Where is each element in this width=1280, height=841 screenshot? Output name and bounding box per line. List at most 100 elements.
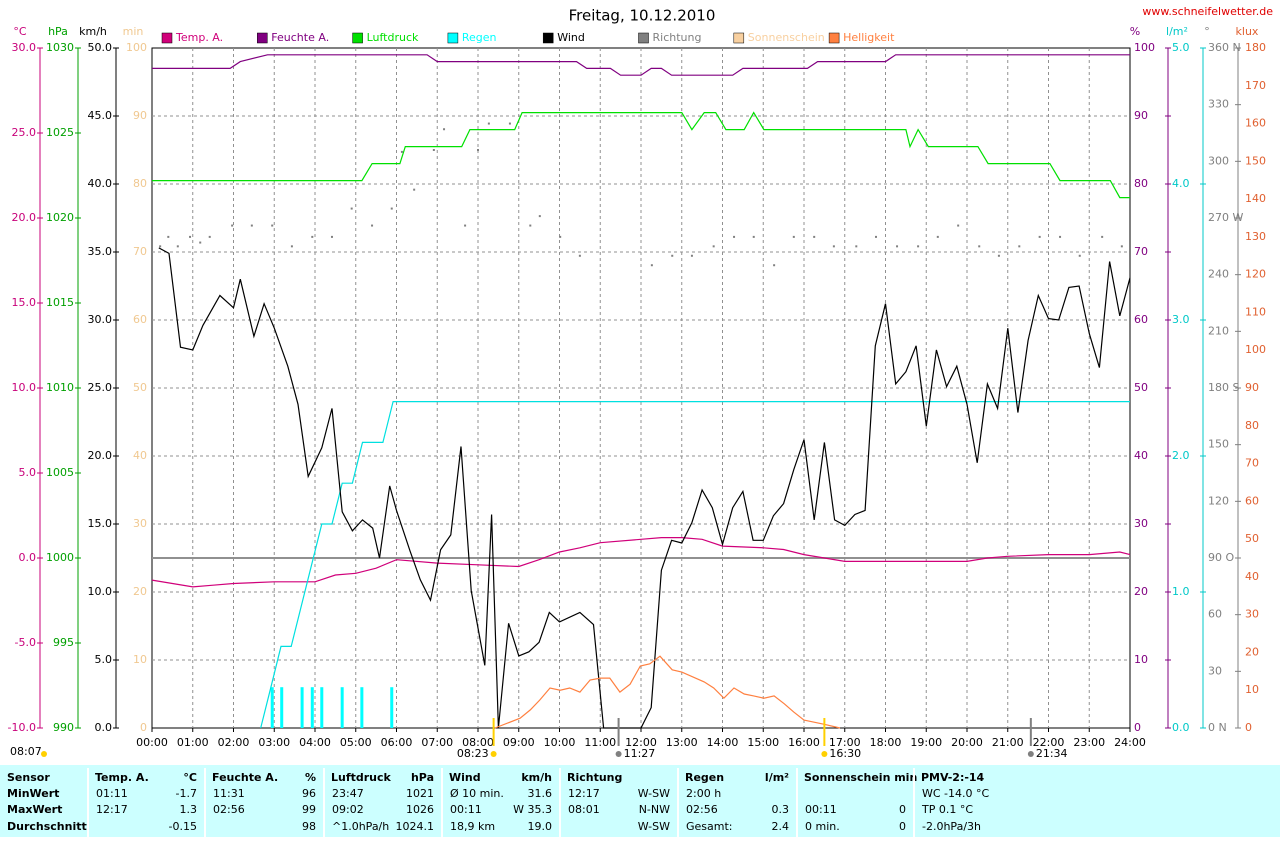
cell-time: -2.0hPa/3h xyxy=(922,820,981,833)
y-tick-label: 110 xyxy=(1245,305,1266,318)
direction-dot xyxy=(1120,245,1123,248)
y-tick-label: 130 xyxy=(1245,230,1266,243)
y-tick-label: 0 xyxy=(140,721,147,734)
cell-value: N-NW xyxy=(639,803,670,816)
cell-value: 31.6 xyxy=(528,787,553,800)
column-title: Sensor xyxy=(7,771,50,784)
column-unit: l/m² xyxy=(765,771,789,784)
axis-unit: km/h xyxy=(79,25,107,38)
series-line xyxy=(158,247,1131,729)
cell-value: 19.0 xyxy=(528,820,553,833)
x-tick-label: 02:00 xyxy=(218,736,250,749)
legend-swatch xyxy=(542,32,554,44)
direction-dot xyxy=(189,235,192,238)
y-tick-label: 120 xyxy=(1208,494,1229,507)
legend-swatch xyxy=(733,32,745,44)
y-tick-label: 20 xyxy=(1245,645,1259,658)
rain-bar xyxy=(360,687,364,728)
column-unit: % xyxy=(305,771,316,784)
direction-dot xyxy=(432,149,435,151)
axis-unit: klux xyxy=(1236,25,1259,38)
cell-value: 0 xyxy=(899,820,906,833)
direction-dot xyxy=(290,245,293,248)
column-title: Regen xyxy=(685,771,724,784)
y-tick-label: 30 xyxy=(1208,664,1222,677)
rain-bar xyxy=(270,687,274,728)
y-tick-label: 70 xyxy=(1134,245,1148,258)
y-tick-label: 20 xyxy=(133,585,147,598)
cell-time: 09:02 xyxy=(332,803,364,816)
direction-dot xyxy=(413,188,416,191)
y-tick-label: 5.0 xyxy=(95,653,113,666)
row-label: MaxWert xyxy=(7,803,62,816)
direction-dot xyxy=(752,235,755,238)
legend-label: Wind xyxy=(557,31,585,44)
cell-value: 2.4 xyxy=(772,820,790,833)
y-tick-label: 0.0 xyxy=(1172,721,1190,734)
event-time: 16:30 xyxy=(829,747,861,760)
direction-dot xyxy=(855,245,858,248)
legend-label: Richtung xyxy=(653,31,702,44)
source: www.schneifelwetter.de xyxy=(1142,5,1273,18)
y-tick-label: -5.0 xyxy=(15,636,36,649)
y-tick-label: 10 xyxy=(1245,683,1259,696)
y-tick-label: 1005 xyxy=(46,466,74,479)
axis-unit: hPa xyxy=(48,25,68,38)
direction-dot xyxy=(400,150,403,153)
column-title: Sonnenschein min xyxy=(804,771,917,784)
y-tick-label: 100 xyxy=(126,41,147,54)
y-tick-label: 0 xyxy=(1134,721,1141,734)
direction-dot xyxy=(1101,235,1104,238)
cell-value: 99 xyxy=(302,803,316,816)
x-tick-label: 06:00 xyxy=(381,736,413,749)
y-tick-label: 210 xyxy=(1208,324,1229,337)
cell-value: W 35.3 xyxy=(513,803,552,816)
y-tick-label: 25.0 xyxy=(88,381,113,394)
y-tick-label: 180 S xyxy=(1208,381,1239,394)
y-tick-label: 50.0 xyxy=(88,41,113,54)
legend-label: Feuchte A. xyxy=(271,31,329,44)
direction-dot xyxy=(578,254,581,257)
y-tick-label: 1030 xyxy=(46,41,74,54)
x-tick-label: 17:00 xyxy=(829,736,861,749)
y-tick-label: 140 xyxy=(1245,192,1266,205)
x-tick-label: 22:00 xyxy=(1033,736,1065,749)
axis-unit: l/m² xyxy=(1166,25,1188,38)
cell-time: 2:00 h xyxy=(686,787,721,800)
direction-dot xyxy=(978,245,981,248)
y-tick-label: 0.0 xyxy=(95,721,113,734)
direction-dot xyxy=(208,235,211,238)
x-tick-label: 07:00 xyxy=(421,736,453,749)
cell-time: 01:11 xyxy=(96,787,128,800)
event-icon xyxy=(490,751,497,757)
series-line xyxy=(152,111,1130,199)
direction-dot xyxy=(957,224,960,227)
direction-dot xyxy=(832,245,835,248)
cell-value: 98 xyxy=(302,820,316,833)
x-tick-label: 20:00 xyxy=(951,736,983,749)
stats-panel xyxy=(0,765,1280,837)
y-tick-label: 30 xyxy=(1245,608,1259,621)
legend-swatch xyxy=(828,32,840,44)
y-tick-label: 100 xyxy=(1245,343,1266,356)
y-tick-label: -10.0 xyxy=(8,721,36,734)
y-tick-label: 80 xyxy=(133,177,147,190)
direction-dot xyxy=(529,224,532,227)
direction-dot xyxy=(159,245,162,248)
direction-dot xyxy=(792,235,795,238)
x-tick-label: 13:00 xyxy=(666,736,698,749)
y-tick-label: 90 xyxy=(1245,381,1259,394)
y-tick-label: 35.0 xyxy=(88,245,113,258)
event-time: 08:23 xyxy=(457,747,489,760)
cell-value: 0.3 xyxy=(772,803,790,816)
y-tick-label: 990 xyxy=(53,721,74,734)
direction-dot xyxy=(917,245,920,248)
direction-dot xyxy=(650,264,653,267)
y-tick-label: 270 W xyxy=(1208,211,1243,224)
y-tick-label: 240 xyxy=(1208,268,1229,281)
cell-time: 11:31 xyxy=(213,787,245,800)
cell-value: 1021 xyxy=(406,787,434,800)
direction-dot xyxy=(559,235,562,238)
axis-unit: °C xyxy=(13,25,27,38)
